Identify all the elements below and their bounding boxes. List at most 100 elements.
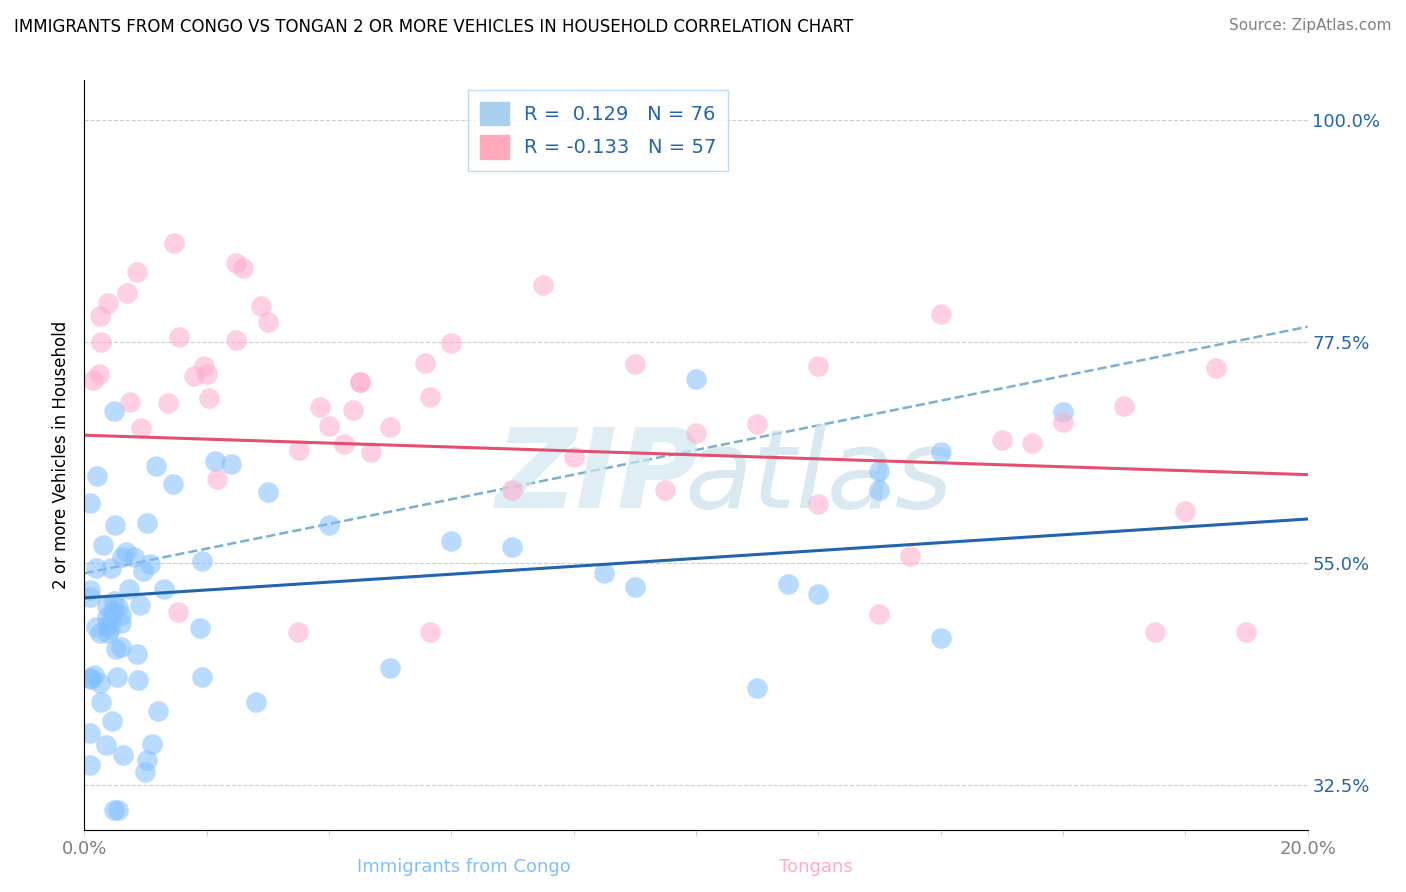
Point [97, 295, 120, 310]
Point [440, 336, 463, 351]
Point [198, 391, 221, 405]
Point [136, 753, 159, 767]
Point [418, 625, 440, 640]
Point [134, 765, 156, 780]
Point [103, 403, 125, 417]
Point [288, 442, 311, 457]
Point [100, 714, 122, 729]
Point [79, 496, 101, 510]
Point [89, 625, 111, 640]
Point [219, 458, 242, 472]
Point [188, 622, 211, 636]
Point [89, 309, 111, 323]
Point [929, 307, 952, 321]
Point [122, 549, 145, 564]
Point [380, 661, 402, 675]
Point [685, 425, 707, 440]
Point [104, 517, 127, 532]
Point [163, 236, 186, 251]
Point [129, 598, 152, 612]
Point [1236, 625, 1258, 640]
Point [153, 582, 176, 597]
Point [90, 335, 112, 350]
Point [141, 737, 163, 751]
Point [127, 673, 149, 687]
Point [195, 368, 218, 382]
Point [101, 604, 124, 618]
Point [131, 564, 153, 578]
Point [232, 261, 254, 276]
Point [257, 315, 280, 329]
Point [440, 534, 463, 549]
Point [105, 670, 128, 684]
Text: IMMIGRANTS FROM CONGO VS TONGAN 2 OR MORE VEHICLES IN HOUSEHOLD CORRELATION CHAR: IMMIGRANTS FROM CONGO VS TONGAN 2 OR MOR… [14, 18, 853, 36]
Point [207, 472, 229, 486]
Point [624, 358, 647, 372]
Point [593, 566, 616, 580]
Point [1052, 405, 1074, 419]
Point [100, 560, 122, 574]
Point [502, 540, 524, 554]
Point [167, 330, 190, 344]
Point [869, 607, 891, 622]
Point [79, 725, 101, 739]
Point [96, 599, 118, 613]
Point [79, 671, 101, 685]
Point [110, 640, 132, 654]
Point [1143, 625, 1166, 640]
Point [1052, 415, 1074, 429]
Point [145, 459, 167, 474]
Y-axis label: 2 or more Vehicles in Household: 2 or more Vehicles in Household [52, 321, 70, 589]
Point [991, 433, 1014, 447]
Point [97, 626, 120, 640]
Point [111, 549, 134, 564]
Point [79, 757, 101, 772]
Point [1021, 436, 1043, 450]
Text: atlas: atlas [683, 424, 953, 531]
Point [1114, 399, 1136, 413]
Point [342, 402, 364, 417]
Point [118, 582, 141, 596]
Point [250, 299, 273, 313]
Point [183, 368, 205, 383]
Point [162, 476, 184, 491]
Point [413, 356, 436, 370]
Point [654, 483, 676, 497]
Point [624, 580, 647, 594]
Point [89, 676, 111, 690]
Point [191, 670, 214, 684]
Point [100, 622, 122, 636]
Point [225, 256, 247, 270]
Point [380, 420, 402, 434]
Point [869, 464, 891, 478]
Point [776, 577, 799, 591]
Point [120, 394, 142, 409]
Point [308, 400, 330, 414]
Point [807, 359, 830, 373]
Point [103, 594, 125, 608]
Point [287, 625, 309, 640]
Point [129, 421, 152, 435]
Point [125, 647, 148, 661]
Text: Tongans: Tongans [779, 858, 852, 876]
Point [349, 375, 371, 389]
Point [225, 333, 247, 347]
Point [91, 538, 114, 552]
Point [79, 582, 101, 597]
Point [747, 681, 769, 695]
Point [807, 497, 830, 511]
Point [107, 803, 129, 817]
Text: ZIP: ZIP [496, 424, 700, 531]
Point [204, 454, 226, 468]
Point [87, 367, 110, 381]
Point [318, 517, 340, 532]
Point [257, 484, 280, 499]
Point [125, 265, 148, 279]
Point [82, 373, 104, 387]
Point [110, 616, 132, 631]
Point [929, 445, 952, 459]
Point [193, 359, 215, 373]
Point [96, 610, 118, 624]
Point [562, 450, 585, 465]
Point [105, 642, 128, 657]
